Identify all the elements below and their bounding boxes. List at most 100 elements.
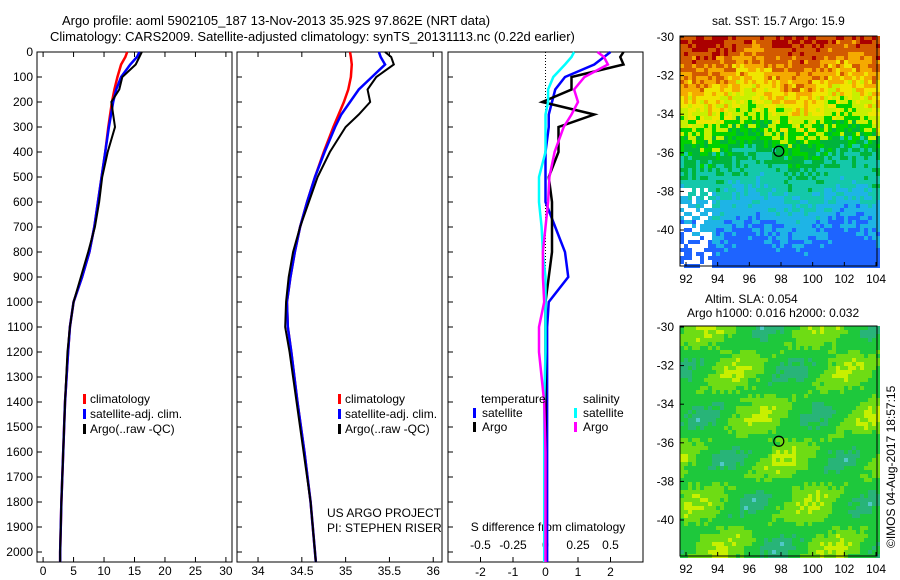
map-cell — [760, 410, 764, 414]
map-cell — [832, 36, 836, 40]
map-cell — [700, 44, 704, 48]
map-cell — [852, 112, 856, 116]
map-cell — [720, 326, 724, 330]
map-cell — [780, 184, 784, 188]
map-cell — [776, 100, 780, 104]
map-cell — [816, 96, 820, 100]
map-cell — [804, 454, 808, 458]
map-cell — [824, 76, 828, 80]
map-cell — [716, 176, 720, 180]
map-cell — [768, 350, 772, 354]
map-cell — [824, 390, 828, 394]
map-cell — [772, 406, 776, 410]
map-cell — [692, 442, 696, 446]
map-cell — [696, 80, 700, 84]
map-cell — [848, 414, 852, 418]
map-cell — [864, 220, 868, 224]
map-cell — [740, 104, 744, 108]
map-cell — [680, 184, 684, 188]
map-cell — [848, 96, 852, 100]
map-cell — [720, 104, 724, 108]
map-cell — [736, 216, 740, 220]
map-cell — [784, 216, 788, 220]
map-cell — [768, 216, 772, 220]
map-cell — [836, 402, 840, 406]
map-cell — [856, 244, 860, 248]
map-cell — [872, 120, 876, 124]
map-cell — [744, 430, 748, 434]
map-cell — [756, 56, 760, 60]
map-cell — [728, 40, 732, 44]
map-cell — [804, 422, 808, 426]
map-cell — [720, 160, 724, 164]
map-cell — [864, 84, 868, 88]
map-cell — [724, 422, 728, 426]
map-cell — [844, 84, 848, 88]
map-cell — [696, 108, 700, 112]
map-cell — [740, 220, 744, 224]
map-cell — [860, 232, 864, 236]
map-cell — [816, 402, 820, 406]
map-cell — [752, 40, 756, 44]
map-cell — [752, 260, 756, 264]
map-cell — [848, 422, 852, 426]
map-cell — [864, 192, 868, 196]
map-cell — [864, 260, 868, 264]
map-cell — [724, 342, 728, 346]
map-cell — [684, 422, 688, 426]
map-cell — [680, 474, 684, 478]
map-cell — [840, 252, 844, 256]
map-cell — [828, 148, 832, 152]
map-cell — [852, 88, 856, 92]
map-cell — [840, 68, 844, 72]
map-cell — [848, 240, 852, 244]
map-cell — [736, 148, 740, 152]
map-cell — [764, 164, 768, 168]
map-cell — [828, 160, 832, 164]
map-cell — [860, 450, 864, 454]
map-cell — [696, 148, 700, 152]
map-cell — [844, 128, 848, 132]
map-cell — [696, 334, 700, 338]
map-cell — [764, 398, 768, 402]
map-cell — [780, 40, 784, 44]
map-cell — [820, 140, 824, 144]
map-cell — [812, 200, 816, 204]
map-cell — [776, 406, 780, 410]
map-cell — [748, 184, 752, 188]
map-cell — [836, 188, 840, 192]
map-cell — [852, 208, 856, 212]
map-cell — [844, 326, 848, 330]
map-cell — [688, 80, 692, 84]
map-cell — [836, 252, 840, 256]
map-cell — [868, 108, 872, 112]
map-cell — [876, 136, 880, 140]
map-cell — [704, 422, 708, 426]
map-cell — [804, 204, 808, 208]
map-cell — [864, 168, 868, 172]
map-cell — [820, 220, 824, 224]
map-cell — [876, 418, 880, 422]
map-cell — [720, 96, 724, 100]
map-cell — [784, 354, 788, 358]
map-cell — [716, 374, 720, 378]
map-cell — [764, 470, 768, 474]
map-cell — [772, 44, 776, 48]
map-cell — [748, 470, 752, 474]
map-cell — [804, 398, 808, 402]
map-cell — [720, 338, 724, 342]
map-cell — [872, 228, 876, 232]
map-cell — [728, 434, 732, 438]
map-cell — [712, 482, 716, 486]
map-cell — [704, 152, 708, 156]
map-cell — [832, 350, 836, 354]
map-cell — [796, 60, 800, 64]
map-cell — [860, 434, 864, 438]
map-cell — [708, 144, 712, 148]
map-cell — [720, 52, 724, 56]
map-cell — [708, 450, 712, 454]
map-cell — [704, 136, 708, 140]
map-cell — [808, 350, 812, 354]
map-cell — [804, 156, 808, 160]
map-cell — [708, 370, 712, 374]
